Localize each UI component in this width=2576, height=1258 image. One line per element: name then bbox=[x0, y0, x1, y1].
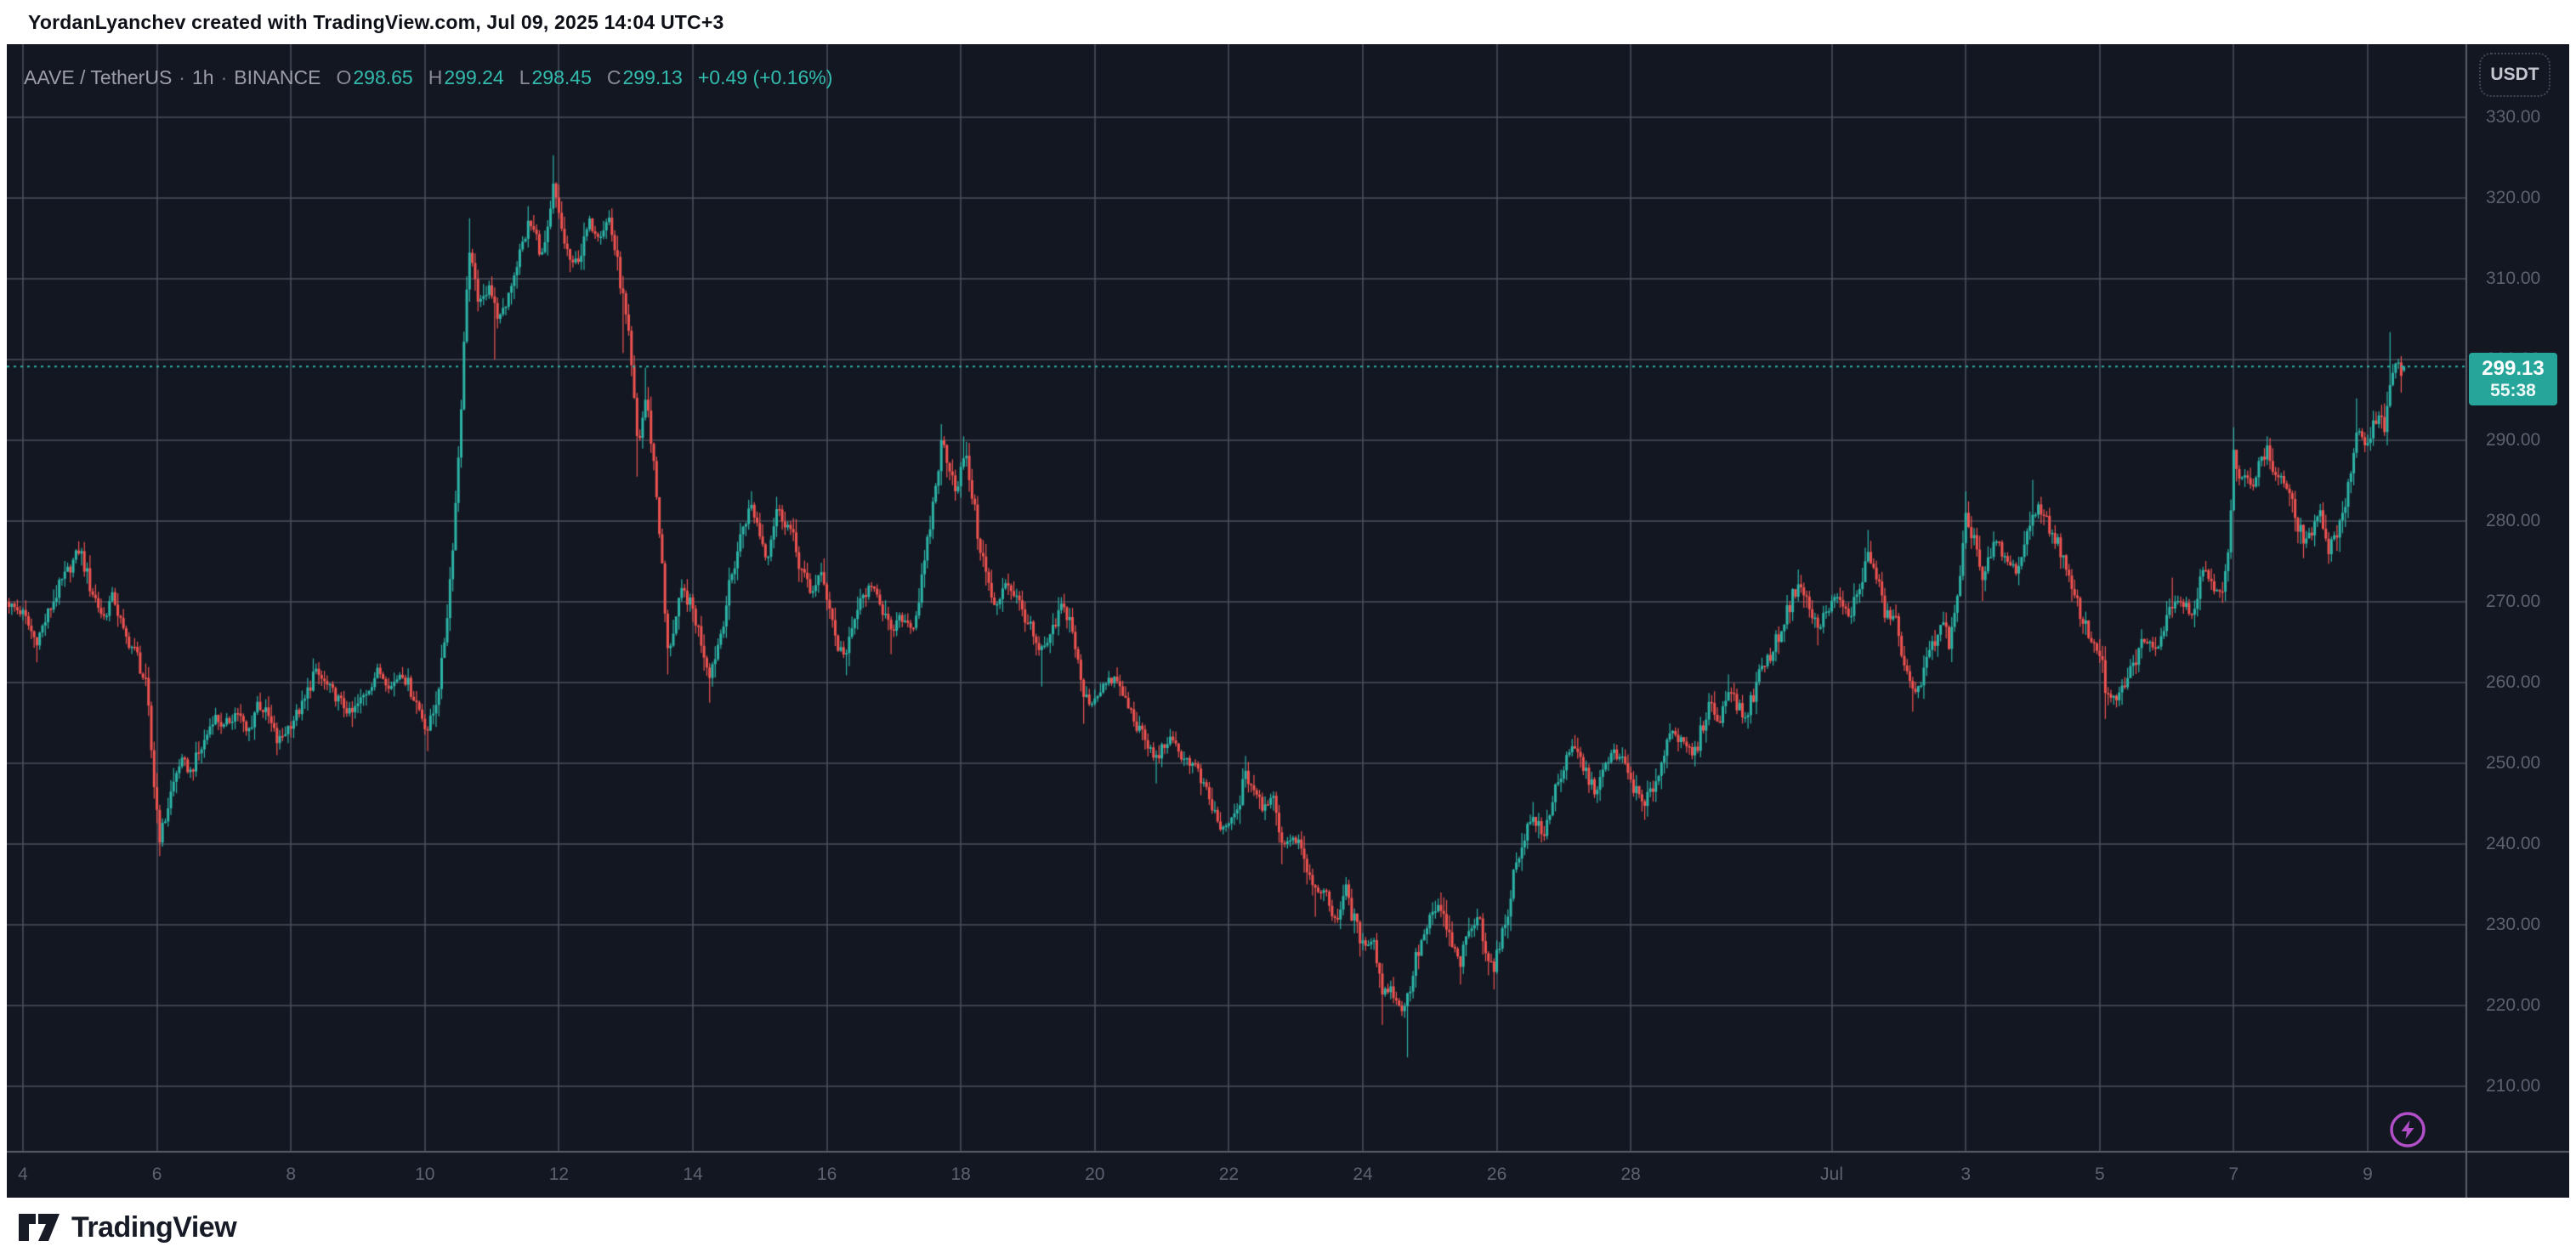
price-axis[interactable]: USDT 330.00320.00310.00300.00290.00280.0… bbox=[2469, 44, 2569, 1151]
time-tick-label: 22 bbox=[1218, 1164, 1240, 1184]
exchange-label: BINANCE bbox=[234, 65, 321, 88]
price-tick-label: 220.00 bbox=[2486, 995, 2541, 1015]
time-tick-label: 10 bbox=[415, 1164, 435, 1184]
time-tick-label: 4 bbox=[18, 1164, 28, 1184]
price-tick-label: 330.00 bbox=[2486, 107, 2541, 127]
price-tick-label: 270.00 bbox=[2486, 592, 2541, 611]
ohlc-key: C bbox=[606, 65, 621, 88]
ohlc-value: 299.13 bbox=[622, 65, 683, 88]
last-price-label: 299.13 55:38 bbox=[2469, 353, 2557, 405]
price-tick-label: 280.00 bbox=[2486, 511, 2541, 530]
chart-area: AAVE / TetherUS · 1h · BINANCE O298.65 H2… bbox=[7, 44, 2569, 1198]
ohlc-value: 298.65 bbox=[353, 65, 413, 88]
ohlc-value: 298.45 bbox=[531, 65, 592, 88]
time-tick-label: 26 bbox=[1486, 1164, 1507, 1184]
legend-separator-1: · bbox=[179, 65, 185, 88]
flash-snapshot-button[interactable] bbox=[2388, 1110, 2427, 1149]
time-tick-label: 9 bbox=[2363, 1164, 2373, 1184]
price-tick-label: 290.00 bbox=[2486, 430, 2541, 450]
time-tick-label: 7 bbox=[2228, 1164, 2239, 1184]
chart-legend: AAVE / TetherUS · 1h · BINANCE O298.65 H2… bbox=[24, 65, 832, 90]
attribution-text: YordanLyanchev created with TradingView.… bbox=[28, 10, 724, 33]
time-tick-label: 24 bbox=[1353, 1164, 1373, 1184]
ohlc-values: O298.65 H299.24 L298.45 C299.13 bbox=[321, 66, 682, 89]
tradingview-wordmark: TradingView bbox=[71, 1211, 237, 1244]
ohlc-key: L bbox=[519, 65, 531, 88]
flash-circle-icon bbox=[2390, 1112, 2426, 1148]
time-tick-label: 12 bbox=[548, 1164, 570, 1184]
price-tick-label: 320.00 bbox=[2486, 188, 2541, 207]
attribution-banner: YordanLyanchev created with TradingView.… bbox=[0, 0, 2576, 44]
time-tick-label: 28 bbox=[1620, 1164, 1641, 1184]
interval-label[interactable]: 1h bbox=[191, 65, 214, 88]
time-tick-label: 20 bbox=[1085, 1164, 1105, 1184]
price-tick-label: 230.00 bbox=[2486, 915, 2541, 934]
tradingview-mark-icon bbox=[19, 1213, 60, 1241]
price-tick-label: 250.00 bbox=[2486, 753, 2541, 773]
time-tick-label: 14 bbox=[683, 1164, 703, 1184]
lightning-icon bbox=[2401, 1120, 2414, 1139]
tradingview-logo[interactable]: TradingView bbox=[18, 1211, 237, 1244]
time-tick-label: 18 bbox=[950, 1164, 971, 1184]
time-tick-label: 3 bbox=[1960, 1164, 1972, 1184]
ohlc-key: H bbox=[428, 65, 443, 88]
price-tick-label: 260.00 bbox=[2486, 672, 2541, 692]
price-tick-label: 310.00 bbox=[2486, 269, 2541, 288]
legend-separator-2: · bbox=[220, 65, 228, 88]
price-tick-label: 240.00 bbox=[2486, 834, 2541, 853]
time-tick-label: 16 bbox=[816, 1164, 837, 1184]
time-axis[interactable]: 4 6 8 10 12 14 16 18 20 22 24 26 28 Jul 3 5 7 9 bbox=[7, 1151, 2471, 1198]
candlestick-chart-canvas[interactable] bbox=[7, 44, 2569, 1198]
ohlc-key: O bbox=[336, 65, 352, 88]
footer: TradingView bbox=[0, 1198, 2576, 1258]
ohlc-value: 299.24 bbox=[444, 65, 504, 88]
bar-countdown: 55:38 bbox=[2490, 381, 2536, 400]
price-tick-label: 210.00 bbox=[2486, 1076, 2541, 1096]
change-value: +0.49 (+0.16%) bbox=[697, 65, 833, 88]
symbol-name[interactable]: AAVE / TetherUS bbox=[24, 65, 173, 88]
time-tick-label: Jul bbox=[1820, 1164, 1844, 1184]
time-tick-label: 8 bbox=[286, 1164, 297, 1184]
time-tick-label: 5 bbox=[2094, 1164, 2105, 1184]
time-tick-label: 6 bbox=[151, 1164, 162, 1184]
currency-toggle-button[interactable]: USDT bbox=[2479, 53, 2550, 97]
last-price-value: 299.13 bbox=[2482, 357, 2545, 380]
